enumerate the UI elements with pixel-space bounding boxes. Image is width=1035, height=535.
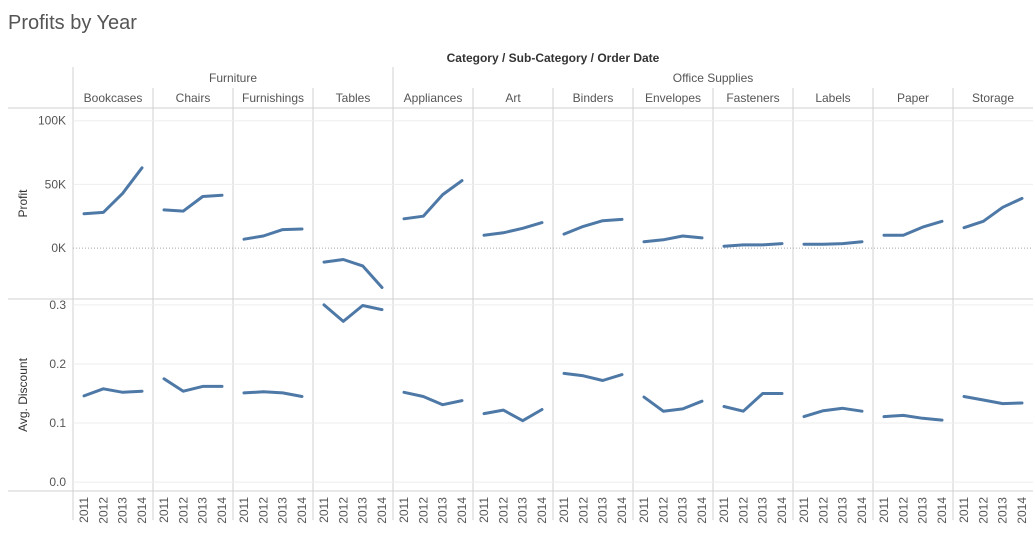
- x-tick-label: 2013: [436, 497, 450, 524]
- x-tick-label: 2013: [676, 497, 690, 524]
- series-line-labels-profit: [802, 240, 864, 246]
- x-tick-label: 2013: [756, 497, 770, 524]
- x-tick-label: 2011: [397, 497, 411, 523]
- subcategory-label: Fasteners: [726, 91, 779, 105]
- x-tick-label: 2011: [877, 497, 891, 523]
- series-line-bookcases-discount: [82, 387, 144, 398]
- y-tick-label: 0.0: [49, 475, 66, 489]
- x-tick-label: 2011: [157, 497, 171, 523]
- x-tick-label: 2014: [935, 497, 949, 524]
- x-tick-label: 2012: [896, 497, 910, 524]
- chart-title: Profits by Year: [8, 12, 137, 34]
- subcategory-label: Appliances: [404, 91, 463, 105]
- series-line-appliances-discount: [402, 390, 464, 407]
- x-tick-label: 2013: [356, 497, 370, 524]
- x-tick-label: 2012: [256, 497, 270, 524]
- series-line-binders-profit: [562, 217, 624, 236]
- x-tick-label: 2012: [656, 497, 670, 524]
- series-line-storage-profit: [962, 196, 1024, 230]
- x-tick-label: 2013: [116, 497, 130, 524]
- y-tick-label: 100K: [38, 114, 66, 128]
- x-tick-label: 2014: [295, 497, 309, 524]
- series-line-fasteners-profit: [722, 242, 784, 248]
- series-line-chairs-discount: [162, 377, 224, 393]
- x-tick-label: 2011: [557, 497, 571, 523]
- x-tick-label: 2011: [717, 497, 731, 523]
- x-tick-label: 2011: [237, 497, 251, 523]
- subcategory-label: Furnishings: [242, 91, 304, 105]
- x-tick-label: 2011: [77, 497, 91, 523]
- subcategory-label: Storage: [972, 91, 1014, 105]
- x-tick-label: 2012: [416, 497, 430, 524]
- x-tick-label: 2012: [736, 497, 750, 524]
- subcategory-label: Paper: [897, 91, 929, 105]
- x-tick-label: 2014: [855, 497, 869, 524]
- row-axis-title: Avg. Discount: [16, 357, 30, 431]
- y-tick-label: 0.1: [49, 416, 66, 430]
- x-tick-label: 2011: [477, 497, 491, 523]
- y-tick-label: 0.3: [49, 298, 66, 312]
- series-line-art-profit: [482, 221, 544, 237]
- series-line-paper-discount: [882, 413, 944, 422]
- series-line-envelopes-discount: [642, 395, 704, 413]
- x-tick-label: 2012: [336, 497, 350, 524]
- category-label: Office Supplies: [673, 71, 754, 85]
- subcategory-label: Art: [505, 91, 521, 105]
- y-tick-label: 0.2: [49, 357, 66, 371]
- x-tick-label: 2013: [516, 497, 530, 524]
- series-line-art-discount: [482, 408, 544, 423]
- x-tick-label: 2011: [957, 497, 971, 523]
- x-tick-label: 2012: [576, 497, 590, 524]
- x-tick-label: 2013: [196, 497, 210, 524]
- x-tick-label: 2014: [615, 497, 629, 524]
- x-tick-label: 2013: [276, 497, 290, 524]
- x-tick-label: 2012: [496, 497, 510, 524]
- series-line-labels-discount: [802, 406, 864, 419]
- subcategory-label: Bookcases: [84, 91, 143, 105]
- column-header: Category / Sub-Category / Order Date: [447, 51, 660, 65]
- series-line-chairs-profit: [162, 193, 224, 213]
- x-tick-label: 2014: [535, 497, 549, 524]
- x-tick-label: 2014: [375, 497, 389, 524]
- subcategory-label: Envelopes: [645, 91, 701, 105]
- subcategory-label: Tables: [336, 91, 371, 105]
- x-tick-label: 2013: [836, 497, 850, 524]
- x-tick-label: 2013: [596, 497, 610, 524]
- x-tick-label: 2012: [976, 497, 990, 524]
- series-line-furnishings-profit: [242, 227, 304, 241]
- x-tick-label: 2014: [1015, 497, 1029, 524]
- x-tick-label: 2011: [797, 497, 811, 523]
- series-line-storage-discount: [962, 395, 1024, 406]
- x-tick-label: 2014: [695, 497, 709, 524]
- x-tick-label: 2012: [816, 497, 830, 524]
- category-label: Furniture: [209, 71, 257, 85]
- series-line-furnishings-discount: [242, 390, 304, 398]
- subcategory-label: Binders: [573, 91, 614, 105]
- series-line-tables-discount: [322, 303, 384, 323]
- series-line-appliances-profit: [402, 179, 464, 221]
- x-tick-label: 2012: [176, 497, 190, 524]
- series-line-bookcases-profit: [82, 166, 144, 216]
- series-line-binders-discount: [562, 371, 624, 382]
- row-axis-title: Profit: [16, 189, 30, 218]
- series-line-paper-profit: [882, 219, 944, 237]
- x-tick-label: 2011: [637, 497, 651, 523]
- subcategory-label: Labels: [815, 91, 850, 105]
- x-tick-label: 2013: [916, 497, 930, 524]
- x-tick-label: 2014: [135, 497, 149, 524]
- subcategory-label: Chairs: [176, 91, 211, 105]
- x-tick-label: 2014: [775, 497, 789, 524]
- x-tick-label: 2013: [996, 497, 1010, 524]
- x-tick-label: 2012: [96, 497, 110, 524]
- y-tick-label: 0K: [51, 241, 66, 255]
- y-tick-label: 50K: [45, 177, 66, 191]
- series-line-envelopes-profit: [642, 234, 704, 244]
- series-line-tables-profit: [322, 258, 384, 289]
- x-tick-label: 2011: [317, 497, 331, 523]
- series-line-fasteners-discount: [722, 392, 784, 413]
- x-tick-label: 2014: [215, 497, 229, 524]
- x-tick-label: 2014: [455, 497, 469, 524]
